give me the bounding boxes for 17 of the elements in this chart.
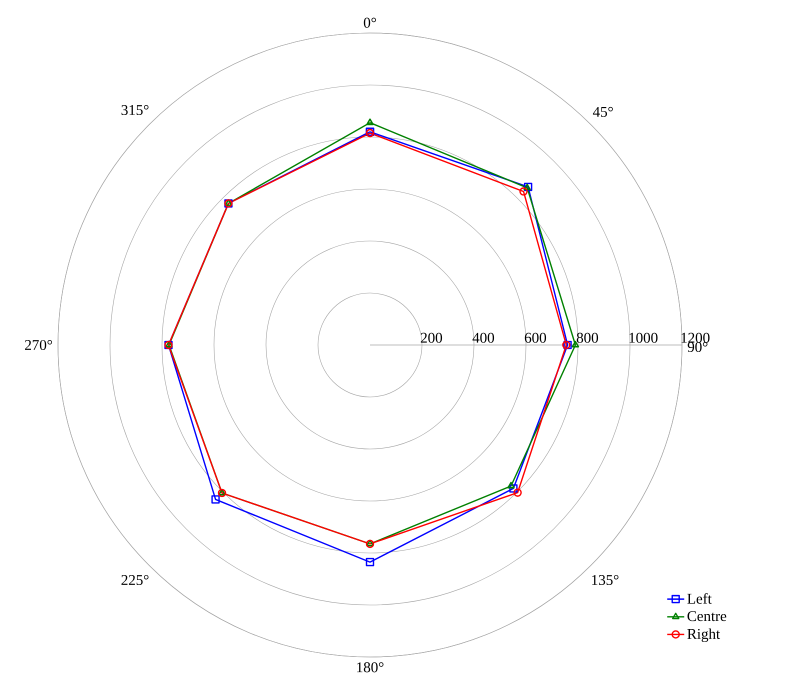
y-tick-label: 200 — [420, 332, 442, 343]
spoke-label: 225° — [121, 574, 148, 586]
y-tick-label: 800 — [576, 332, 598, 343]
spoke-label: 135° — [592, 574, 618, 586]
spoke-label: 180° — [357, 662, 384, 672]
y-tick-label: 400 — [472, 332, 494, 343]
spoke-label: 270° — [25, 340, 52, 350]
y-tick-label: 1000 — [630, 332, 658, 343]
spoke-label: 90° — [688, 342, 708, 352]
spoke-label: 315° — [122, 104, 148, 116]
legend-label: Centre — [688, 611, 726, 622]
y-tick-label: 1200 — [682, 332, 710, 343]
spoke-label: 45° — [592, 106, 613, 117]
legend-label: Right — [687, 628, 720, 642]
spoke-label: 0° — [364, 18, 376, 28]
legend-label: Left — [687, 593, 712, 604]
y-tick-label: 600 — [524, 332, 546, 343]
